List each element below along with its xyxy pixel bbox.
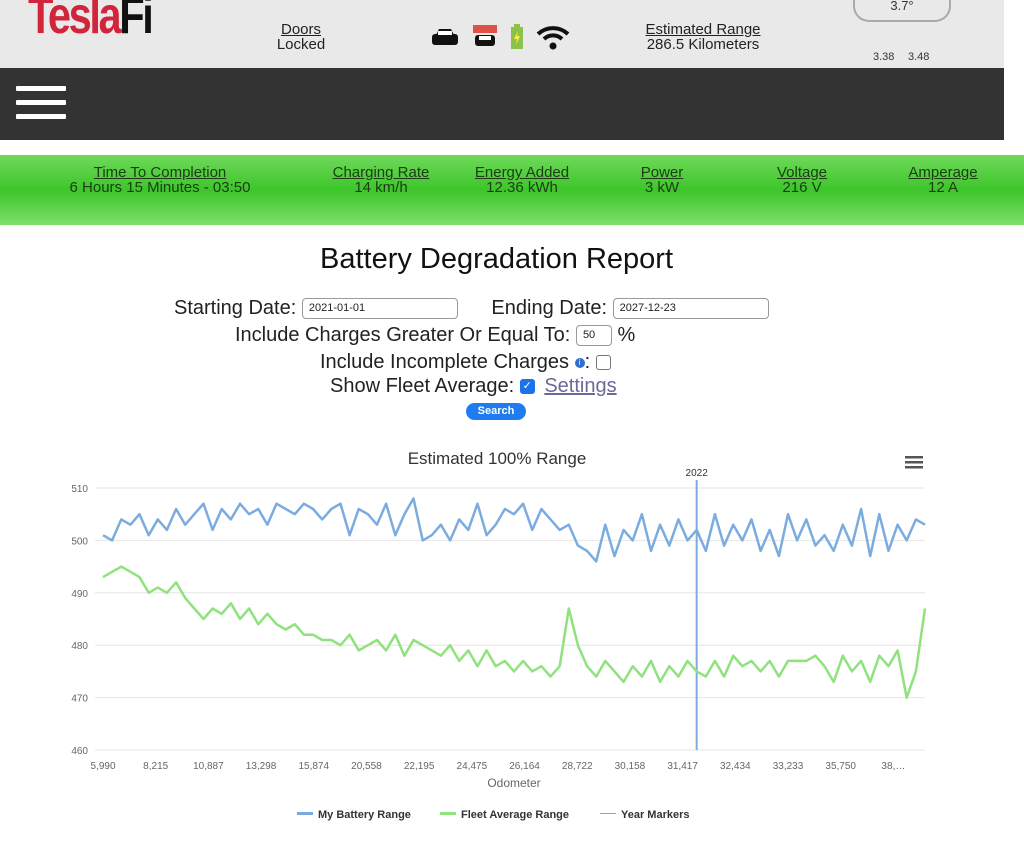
calendar-car-icon: [473, 25, 497, 46]
x-tick-label: 38,…: [881, 761, 905, 772]
info-icon[interactable]: i: [574, 357, 585, 368]
car-icon: [432, 29, 458, 45]
x-axis-label: Odometer: [487, 776, 540, 790]
teslafi-logo[interactable]: TeslaFi: [28, 0, 154, 45]
x-tick-label: 31,417: [667, 761, 698, 772]
x-tick-label: 32,434: [720, 761, 751, 772]
x-tick-label: 28,722: [562, 761, 593, 772]
year-marker-label: 2022: [686, 468, 709, 479]
charging-stat: Energy Added 12.36 kWh: [474, 164, 570, 196]
battery-charging-icon: [511, 24, 523, 49]
y-tick-label: 490: [71, 589, 88, 600]
chart-title: Estimated 100% Range: [408, 449, 587, 468]
svg-text:Fleet Average Range: Fleet Average Range: [461, 809, 569, 821]
doors-status: Doors Locked: [276, 21, 326, 53]
fleet-average-line: [102, 565, 927, 699]
x-tick-label: 10,887: [193, 761, 224, 772]
start-date-input[interactable]: 2021-01-01: [301, 298, 458, 320]
legend-my-battery[interactable]: My Battery Range: [297, 809, 411, 821]
y-tick-label: 500: [71, 536, 88, 547]
search-button[interactable]: Search: [466, 403, 526, 420]
x-tick-label: 30,158: [615, 761, 646, 772]
hamburger-menu-icon[interactable]: [16, 86, 66, 128]
x-tick-label: 13,298: [246, 761, 277, 772]
x-tick-label: 22,195: [404, 761, 435, 772]
fleet-average-checkbox[interactable]: ✓: [519, 379, 535, 395]
charging-stat: Power 3 kW: [640, 164, 684, 196]
charges-threshold-input[interactable]: 50: [575, 325, 612, 347]
svg-text:My Battery Range: My Battery Range: [318, 809, 411, 821]
x-tick-label: 35,750: [825, 761, 856, 772]
svg-text:Year Markers: Year Markers: [621, 809, 690, 821]
chart-menu-icon[interactable]: [905, 456, 923, 469]
charging-stat: Voltage 216 V: [776, 164, 828, 196]
x-tick-label: 33,233: [773, 761, 804, 772]
status-header: TeslaFi Doors Locked Estimated Range 286.5…: [0, 0, 1004, 68]
nav-bar: [0, 68, 1004, 140]
colon: :: [584, 351, 591, 373]
y-tick-label: 460: [71, 746, 88, 757]
tire-pressure-left: 3.38: [873, 51, 895, 63]
range-chart: Estimated 100% Range 460 470 480 490 500 510 5…: [71, 449, 927, 821]
incomplete-charges-checkbox[interactable]: [595, 355, 611, 371]
incomplete-charges-label: Include Incomplete Charges: [320, 351, 570, 373]
x-tick-label: 15,874: [298, 761, 329, 772]
legend-fleet-average[interactable]: Fleet Average Range: [440, 809, 569, 821]
page-title: Battery Degradation Report: [319, 243, 674, 275]
charging-stat: Amperage 12 A: [908, 164, 978, 196]
legend-year-markers[interactable]: Year Markers: [600, 809, 690, 821]
wifi-icon: [536, 26, 570, 50]
charging-stat: Time To Completion 6 Hours 15 Minutes - 0…: [69, 164, 251, 196]
charging-stat: Charging Rate 14 km/h: [332, 164, 430, 196]
x-tick-label: 5,990: [90, 761, 115, 772]
x-tick-label: 8,215: [143, 761, 168, 772]
x-tick-label: 24,475: [457, 761, 488, 772]
car-temperature-diagram: 3.7°: [853, 0, 951, 22]
start-date-label: Starting Date:: [174, 297, 297, 319]
end-date-label: Ending Date:: [491, 297, 608, 319]
charges-threshold-label: Include Charges Greater Or Equal To:: [235, 324, 571, 346]
y-tick-label: 470: [71, 694, 88, 705]
y-tick-label: 510: [71, 484, 88, 495]
charging-status-bar: Time To Completion 6 Hours 15 Minutes - 0…: [0, 155, 1024, 225]
settings-link[interactable]: Settings: [544, 375, 617, 397]
x-tick-label: 20,558: [351, 761, 382, 772]
x-tick-label: 26,164: [509, 761, 540, 772]
percent-sign: %: [617, 324, 636, 346]
fleet-average-label: Show Fleet Average:: [330, 375, 515, 397]
tire-pressure-right: 3.48: [908, 51, 930, 63]
my-battery-line: [102, 497, 926, 563]
estimated-range: Estimated Range 286.5 Kilometers: [645, 21, 761, 53]
end-date-input[interactable]: 2027-12-23: [612, 298, 769, 320]
y-tick-label: 480: [71, 641, 88, 652]
